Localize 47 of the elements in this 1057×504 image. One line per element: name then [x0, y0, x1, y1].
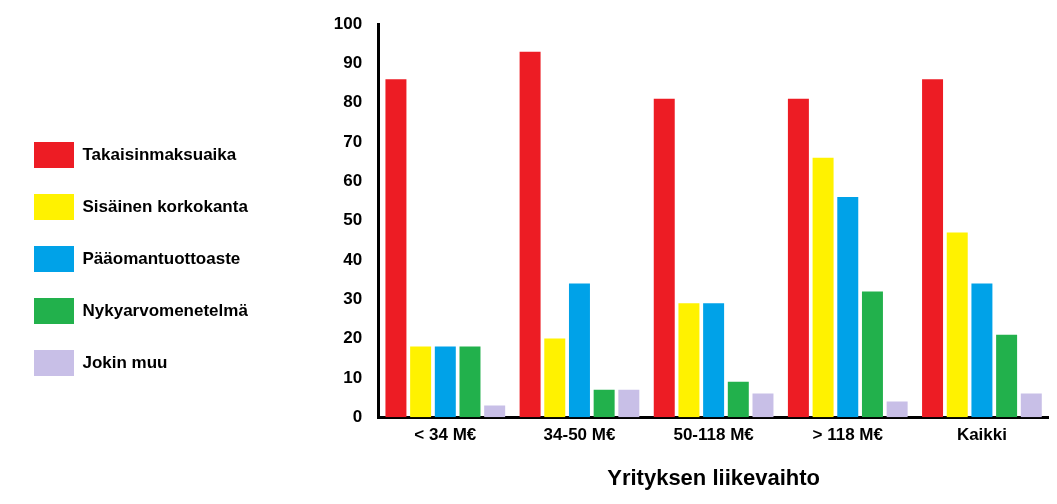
bar	[946, 232, 968, 418]
x-tick-label: 50-118 M€	[673, 425, 755, 445]
x-tick-label: > 118 M€	[812, 425, 884, 445]
bar	[886, 401, 908, 418]
x-tick-label: 34-50 M€	[543, 425, 616, 445]
bar	[484, 405, 506, 418]
bar	[459, 346, 481, 418]
y-tick-label: 60	[343, 171, 363, 191]
legend-label: Pääomantuottoaste	[82, 248, 241, 268]
bar	[861, 291, 883, 418]
x-tick-label: < 34 M€	[414, 425, 477, 445]
y-tick-label: 100	[333, 13, 363, 33]
bar	[787, 98, 809, 418]
bar	[544, 338, 566, 418]
y-tick-label: 30	[343, 288, 363, 308]
bar	[812, 157, 834, 418]
legend-label: Jokin muu	[82, 352, 168, 372]
legend-label: Sisäinen korkokanta	[82, 196, 249, 216]
y-tick-label: 0	[352, 406, 363, 426]
bar	[410, 346, 432, 418]
y-tick-label: 50	[343, 210, 363, 230]
x-axis-title: Yrityksen liikevaihto	[607, 464, 820, 490]
bar	[593, 389, 615, 418]
bar	[922, 79, 944, 418]
legend-label: Nykyarvomenetelmä	[82, 300, 249, 320]
bar	[618, 389, 640, 418]
bar	[703, 303, 725, 418]
y-tick-label: 20	[343, 328, 363, 348]
bar	[996, 334, 1018, 418]
bar	[653, 98, 675, 418]
bar	[837, 197, 859, 418]
y-tick-label: 70	[343, 131, 363, 151]
y-tick-label: 40	[343, 249, 363, 269]
bar	[434, 346, 456, 418]
bar	[727, 381, 749, 418]
bar	[1020, 393, 1042, 418]
x-tick-label: Kaikki	[956, 425, 1007, 445]
legend-label: Takaisinmaksuaika	[82, 144, 237, 164]
bar	[971, 283, 993, 418]
bar	[568, 283, 590, 418]
bar	[678, 303, 700, 418]
bar	[519, 51, 541, 418]
y-tick-label: 10	[343, 367, 363, 387]
y-tick-label: 90	[343, 53, 363, 73]
y-tick-label: 80	[343, 92, 363, 112]
bar	[385, 79, 407, 418]
bar	[752, 393, 774, 418]
